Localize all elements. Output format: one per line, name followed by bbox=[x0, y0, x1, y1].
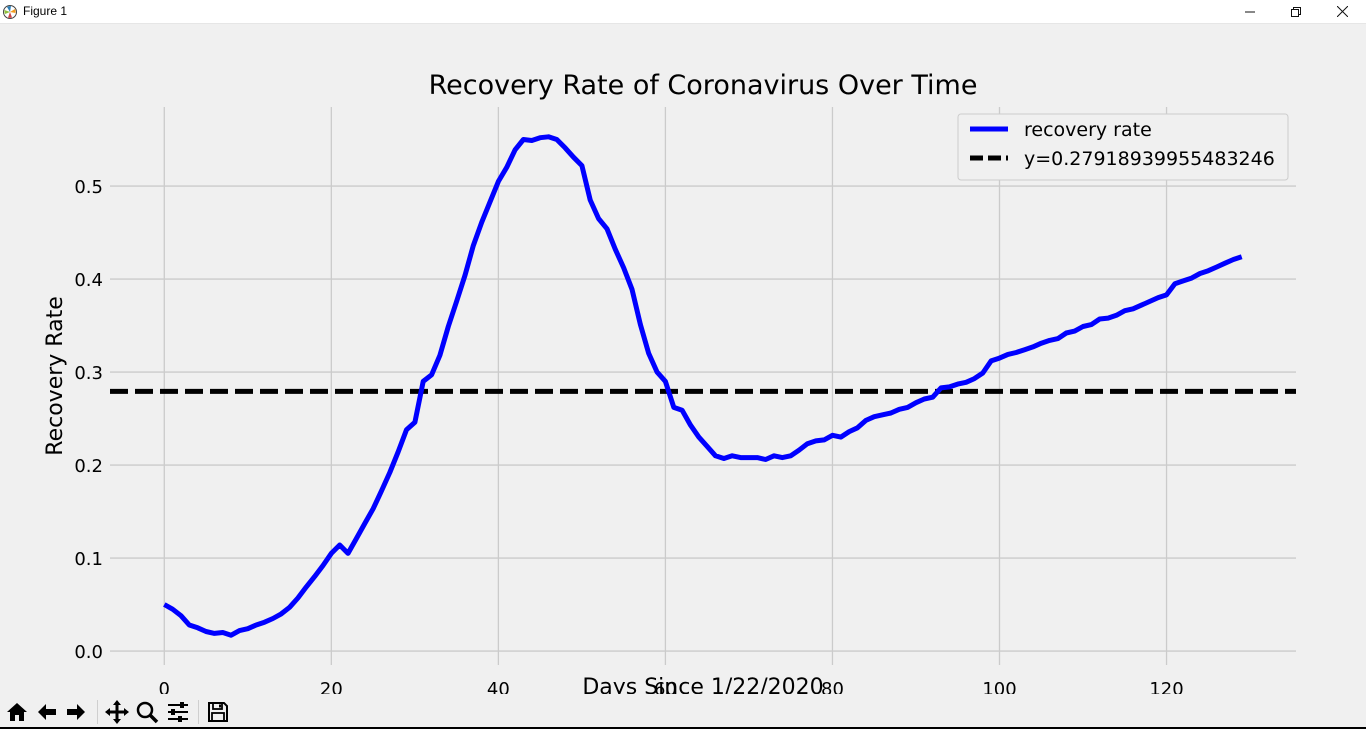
x-tick-label: 40 bbox=[487, 679, 510, 694]
home-icon bbox=[7, 703, 27, 721]
home-button[interactable] bbox=[3, 698, 31, 726]
configure-subplots-button[interactable] bbox=[164, 698, 192, 726]
close-button[interactable] bbox=[1319, 0, 1365, 23]
x-tick-label: 80 bbox=[821, 679, 844, 694]
x-tick-label: 0 bbox=[159, 679, 170, 694]
x-tick-label: 100 bbox=[982, 679, 1016, 694]
floppy-disk-icon bbox=[208, 702, 228, 722]
x-tick-label: 120 bbox=[1149, 679, 1183, 694]
y-tick-label: 0.3 bbox=[74, 363, 103, 384]
matplotlib-logo-icon bbox=[3, 5, 17, 19]
arrow-left-icon bbox=[38, 704, 56, 720]
legend: recovery rate y=0.27918939955483246 bbox=[957, 113, 1289, 181]
y-tick-label: 0.1 bbox=[74, 549, 103, 570]
back-button[interactable] bbox=[33, 698, 61, 726]
y-tick-label: 0.5 bbox=[74, 177, 103, 198]
move-icon bbox=[105, 700, 129, 724]
y-tick-label: 0.2 bbox=[74, 456, 103, 477]
minimize-button[interactable] bbox=[1227, 0, 1273, 23]
x-tick-label: 60 bbox=[654, 679, 677, 694]
minimize-icon bbox=[1245, 11, 1255, 12]
legend-frame bbox=[957, 113, 1289, 181]
chart-canvas[interactable]: 0 20 40 60 80 100 120 0.0 0.1 0.2 0.3 0.4 0.5 Recove… bbox=[0, 23, 1366, 694]
window-titlebar: Figure 1 bbox=[0, 0, 1366, 24]
series-lines bbox=[110, 134, 1296, 638]
save-button[interactable] bbox=[204, 698, 232, 726]
arrow-right-icon bbox=[67, 704, 85, 720]
window-title: Figure 1 bbox=[23, 4, 68, 18]
x-tick-label: 20 bbox=[320, 679, 343, 694]
toolbar-separator bbox=[198, 700, 199, 724]
y-axis-label: Recovery Rate bbox=[43, 296, 68, 455]
restore-button[interactable] bbox=[1273, 0, 1319, 23]
legend-label-recovery-rate: recovery rate bbox=[1024, 119, 1152, 141]
y-tick-label: 0.4 bbox=[74, 270, 103, 291]
toolbar-separator bbox=[97, 700, 98, 724]
grid-lines bbox=[110, 107, 1296, 665]
magnifier-icon bbox=[136, 701, 159, 724]
y-tick-label: 0.0 bbox=[74, 642, 103, 663]
zoom-button[interactable] bbox=[133, 698, 161, 726]
forward-button[interactable] bbox=[62, 698, 90, 726]
window-bottom-border bbox=[0, 727, 1366, 729]
recovery-rate-line bbox=[163, 134, 1243, 638]
legend-label-mean: y=0.27918939955483246 bbox=[1024, 148, 1275, 170]
chart-title: Recovery Rate of Coronavirus Over Time bbox=[429, 70, 978, 101]
sliders-icon bbox=[168, 702, 188, 722]
navigation-toolbar bbox=[0, 694, 1366, 729]
close-icon bbox=[1336, 6, 1348, 17]
restore-icon bbox=[1291, 6, 1301, 17]
pan-button[interactable] bbox=[103, 698, 131, 726]
tick-labels: 0 20 40 60 80 100 120 0.0 0.1 0.2 0.3 0.4 0.5 bbox=[74, 177, 1183, 694]
x-axis-label: Days Since 1/22/2020 bbox=[582, 675, 823, 694]
